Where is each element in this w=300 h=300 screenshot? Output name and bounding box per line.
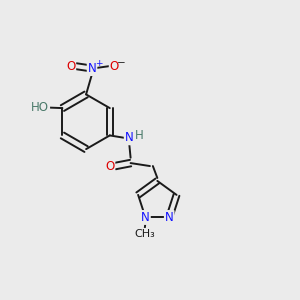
Text: N: N — [141, 211, 150, 224]
Text: O: O — [105, 160, 114, 172]
Text: HO: HO — [31, 101, 49, 114]
Text: N: N — [165, 211, 174, 224]
Text: N: N — [88, 62, 96, 75]
Text: O: O — [110, 60, 119, 73]
Text: −: − — [117, 58, 126, 68]
Text: O: O — [66, 60, 75, 73]
Text: N: N — [125, 131, 134, 144]
Text: +: + — [95, 59, 102, 68]
Text: H: H — [134, 129, 143, 142]
Text: CH₃: CH₃ — [134, 229, 155, 239]
